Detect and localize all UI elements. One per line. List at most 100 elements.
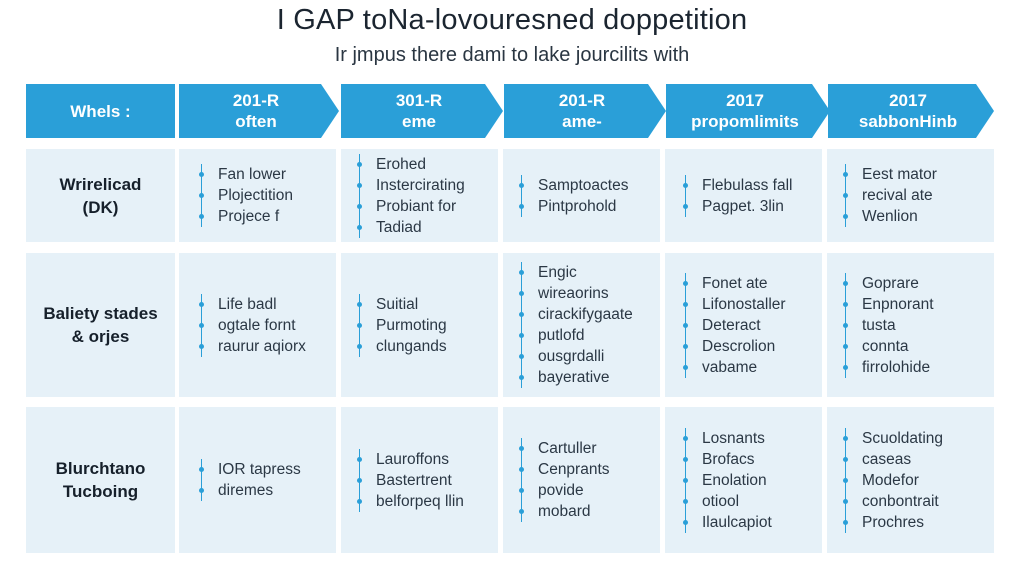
list-item: Deteract bbox=[683, 315, 786, 336]
list-item: Wenlion bbox=[843, 206, 937, 227]
header-column-2-line1: 301-R bbox=[395, 91, 443, 110]
bullet-list: Engic wireaorins cirackifygaate putlofd … bbox=[519, 262, 633, 388]
list-item: Probiant for bbox=[357, 196, 465, 217]
list-item: diremes bbox=[199, 480, 301, 501]
header-column-4-line2: propomlimits bbox=[691, 112, 799, 131]
bullet-list: Fan lower Plojectition Projece f bbox=[199, 164, 293, 227]
list-item: connta bbox=[843, 336, 934, 357]
header-column-3-line1: 201-R bbox=[558, 91, 606, 110]
row-2-label-line2: & orjes bbox=[71, 327, 130, 346]
row-1-cell-5: Eest mator recival ate Wenlion bbox=[827, 149, 994, 242]
list-item: Purmoting bbox=[357, 316, 447, 334]
row-3-label-line1: Blurchtano bbox=[55, 459, 146, 478]
bullet-list: Life badl ogtale fornt raurur aqiorx bbox=[199, 293, 306, 357]
row-2-cell-4: Fonet ate Lifonostaller Deteract Descrol… bbox=[665, 253, 822, 397]
list-item: ogtale fornt bbox=[199, 315, 306, 336]
list-item: Instercirating bbox=[357, 176, 465, 194]
header-column-1-line2: often bbox=[235, 112, 277, 131]
list-item: Samptoactes bbox=[518, 176, 629, 194]
row-1-cell-1: Fan lower Plojectition Projece f bbox=[179, 149, 336, 242]
list-item: Projece f bbox=[199, 206, 293, 227]
list-item: Lauroffons bbox=[357, 449, 464, 470]
header-column-3-line2: ame- bbox=[562, 112, 602, 131]
list-item: Cenprants bbox=[519, 461, 610, 478]
bullet-list: Lauroffons Bastertrent belforpeq llin bbox=[357, 448, 464, 512]
list-item: Enpnorant bbox=[843, 295, 934, 313]
row-1-label-line2: (DK) bbox=[82, 197, 119, 217]
list-item: mobard bbox=[519, 501, 610, 522]
header-column-1: 201-R often bbox=[179, 84, 339, 138]
list-item: Life badl bbox=[199, 294, 306, 315]
list-item: cirackifygaate bbox=[519, 306, 633, 323]
header-column-3: 201-R ame- bbox=[504, 84, 666, 138]
row-label-2: Baliety stades & orjes bbox=[26, 253, 175, 397]
row-1-cell-4: Flebulass fall Pagpet. 3lin bbox=[665, 149, 822, 242]
list-item: Lifonostaller bbox=[683, 295, 786, 313]
list-item: Brofacs bbox=[683, 449, 772, 470]
bullet-list: Scuoldating caseas Modefor conbontrait P… bbox=[842, 427, 943, 533]
row-3-cell-3: Cartuller Cenprants povide mobard bbox=[503, 407, 660, 553]
list-item: Fonet ate bbox=[683, 273, 786, 294]
row-label-1: Wrirelicad (DK) bbox=[26, 149, 175, 242]
header-column-5-line2: sabbonHinb bbox=[858, 112, 958, 131]
header-column-5-line1: 2017 bbox=[889, 91, 927, 110]
list-item: clungands bbox=[357, 337, 447, 355]
list-item: belforpeq llin bbox=[357, 492, 464, 510]
list-item: Tadiad bbox=[357, 217, 465, 238]
list-item: recival ate bbox=[843, 185, 937, 206]
list-item: Descrolion bbox=[683, 336, 786, 357]
header-row: Whels : 201-R often 301-R eme 201-R ame- 20… bbox=[0, 84, 1024, 138]
list-item: Engic bbox=[519, 262, 633, 283]
list-item: Plojectition bbox=[199, 187, 293, 204]
bullet-list: Eest mator recival ate Wenlion bbox=[843, 164, 937, 227]
list-item: ousgrdalli bbox=[519, 346, 633, 367]
header-column-4: 2017 propomlimits bbox=[666, 84, 830, 138]
bullet-list: Erohed Instercirating Probiant for Tadia… bbox=[357, 153, 465, 238]
list-item: Pagpet. 3lin bbox=[682, 196, 792, 217]
row-3-cell-4: Losnants Brofacs Enolation otiool Ilaulc… bbox=[665, 407, 822, 553]
list-item: Modefor bbox=[842, 470, 943, 491]
bullet-list: IOR tapress diremes bbox=[199, 459, 301, 501]
list-item: Pintprohold bbox=[518, 196, 628, 217]
bullet-list: Losnants Brofacs Enolation otiool Ilaulc… bbox=[683, 427, 772, 533]
header-column-1-line1: 201-R bbox=[232, 91, 280, 110]
bullet-list: Fonet ate Lifonostaller Deteract Descrol… bbox=[683, 272, 786, 378]
list-item: Goprare bbox=[843, 273, 934, 294]
bullet-list: Cartuller Cenprants povide mobard bbox=[519, 438, 610, 522]
header-column-5: 2017 sabbonHinb bbox=[828, 84, 994, 138]
page-title: I GAP toNa-lovouresned doppetition bbox=[276, 4, 748, 36]
header-first-cell: Whels : bbox=[26, 84, 175, 138]
list-item: Flebulass fall bbox=[682, 176, 793, 194]
bullet-list: Goprare Enpnorant tusta connta firrolohi… bbox=[843, 272, 934, 378]
list-item: firrolohide bbox=[843, 357, 934, 378]
list-item: Bastertrent bbox=[357, 470, 464, 491]
bullet-list: Flebulass fall Pagpet. 3lin bbox=[682, 174, 793, 217]
list-item: tusta bbox=[843, 315, 934, 336]
row-2-label-line1: Baliety stades bbox=[43, 304, 158, 323]
list-item: bayerative bbox=[519, 367, 633, 388]
list-item: vabame bbox=[683, 357, 786, 378]
list-item: wireaorins bbox=[519, 283, 633, 304]
list-item: povide bbox=[519, 480, 610, 501]
list-item: IOR tapress bbox=[199, 461, 301, 478]
row-1-cell-2: Erohed Instercirating Probiant for Tadia… bbox=[341, 149, 498, 242]
header-column-4-line1: 2017 bbox=[726, 91, 764, 110]
row-3-cell-2: Lauroffons Bastertrent belforpeq llin bbox=[341, 407, 498, 553]
list-item: conbontrait bbox=[842, 491, 943, 512]
list-item: Suitial bbox=[357, 294, 447, 315]
list-item: Eest mator bbox=[843, 166, 937, 183]
row-1-cell-3: Samptoactes Pintprohold bbox=[503, 149, 660, 242]
list-item: Fan lower bbox=[199, 164, 293, 185]
bullet-list: Suitial Purmoting clungands bbox=[357, 293, 447, 357]
header-column-2: 301-R eme bbox=[341, 84, 503, 138]
list-item: caseas bbox=[842, 449, 943, 470]
list-item: Prochres bbox=[842, 512, 943, 533]
row-2-cell-2: Suitial Purmoting clungands bbox=[341, 253, 498, 397]
list-item: Losnants bbox=[683, 428, 772, 449]
bullet-list: Samptoactes Pintprohold bbox=[518, 174, 629, 217]
header-column-2-line2: eme bbox=[401, 112, 437, 131]
row-2-cell-5: Goprare Enpnorant tusta connta firrolohi… bbox=[827, 253, 994, 397]
header-first-label: Whels : bbox=[70, 101, 131, 121]
row-1-label-line1: Wrirelicad bbox=[59, 174, 142, 194]
row-label-3: Blurchtano Tucboing bbox=[26, 407, 175, 553]
